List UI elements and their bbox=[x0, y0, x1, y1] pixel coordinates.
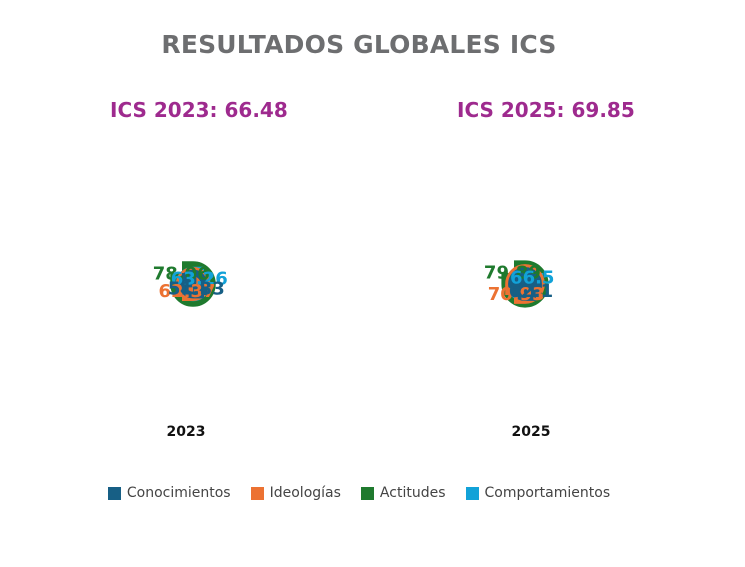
panel-title-2025: ICS 2025: 69.85 bbox=[457, 98, 635, 122]
legend: Conocimientos Ideologías Actitudes Compo… bbox=[0, 485, 718, 501]
legend-item-conocimientos: Conocimientos bbox=[107, 485, 231, 501]
value-label-conocimientos-2025: 62.1 bbox=[509, 281, 553, 302]
year-label-2025: 2025 bbox=[511, 424, 551, 440]
legend-item-comportamientos: Comportamientos bbox=[465, 485, 611, 501]
legend-label-actitudes: Actitudes bbox=[379, 485, 446, 501]
value-label-actitudes-2023: 78.06 bbox=[153, 263, 210, 284]
chart-title: RESULTADOS GLOBALES ICS bbox=[161, 30, 557, 59]
legend-item-actitudes: Actitudes bbox=[360, 485, 446, 501]
panel-title-2023: ICS 2023: 66.48 bbox=[110, 98, 288, 122]
legend-label-comportamientos: Comportamientos bbox=[484, 485, 611, 501]
legend-swatch-actitudes bbox=[360, 486, 374, 500]
year-label-2023: 2023 bbox=[166, 424, 206, 440]
petal-conocimientos-2023 bbox=[178, 269, 208, 299]
legend-label-conocimientos: Conocimientos bbox=[126, 485, 231, 501]
legend-swatch-ideologias bbox=[250, 486, 264, 500]
petal-conocimientos-2025 bbox=[508, 267, 542, 301]
value-label-comportamientos-2025: 66.5 bbox=[510, 268, 554, 289]
legend-swatch-conocimientos bbox=[107, 486, 121, 500]
value-label-comportamientos-2023: 63.26 bbox=[171, 269, 228, 290]
legend-swatch-comportamientos bbox=[465, 486, 479, 500]
value-label-conocimientos-2023: 51.33 bbox=[168, 278, 225, 299]
legend-label-ideologias: Ideologías bbox=[269, 485, 341, 501]
value-label-actitudes-2025: 79.89 bbox=[484, 262, 541, 283]
value-label-ideologias-2025: 70.93 bbox=[488, 284, 545, 305]
value-label-ideologias-2023: 62.37 bbox=[159, 281, 216, 302]
legend-item-ideologias: Ideologías bbox=[250, 485, 341, 501]
